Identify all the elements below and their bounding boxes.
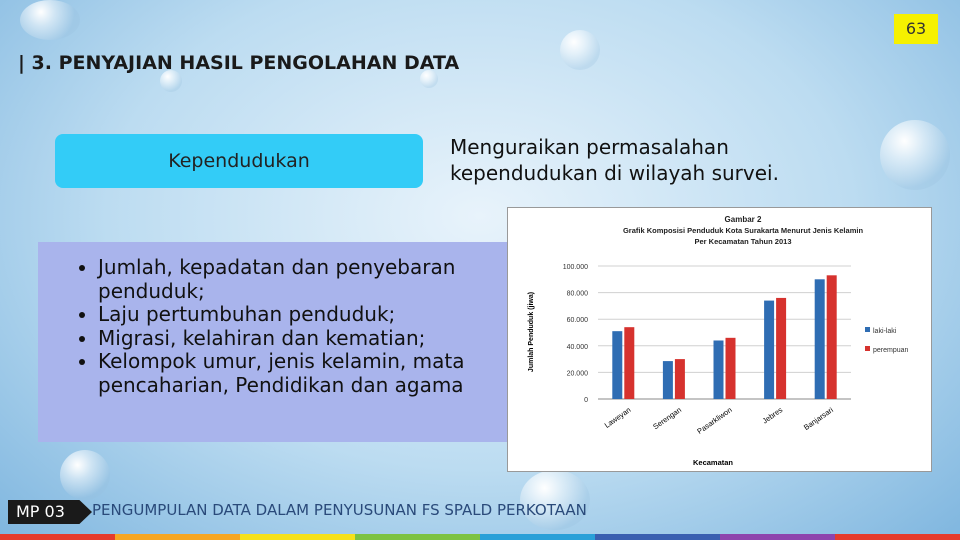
bullet-list: Jumlah, kepadatan dan penyebaran pendudu…: [38, 255, 543, 397]
bar: [612, 331, 623, 399]
topic-label: Kependudukan: [55, 134, 423, 188]
legend-label: laki-laki: [873, 328, 897, 335]
bar: [674, 359, 685, 399]
bullet-item: Jumlah, kepadatan dan penyebaran pendudu…: [98, 255, 543, 303]
x-tick-label: Serengan: [651, 405, 683, 431]
legend-swatch: [865, 346, 870, 351]
x-axis-label: Kecamatan: [693, 458, 733, 467]
y-tick-label: 100.000: [563, 264, 588, 271]
bullet-item: Laju pertumbuhan penduduk;: [98, 302, 543, 327]
bar: [713, 340, 724, 399]
y-tick-label: 20.000: [567, 370, 589, 377]
bar: [814, 279, 825, 399]
y-axis-label: Jumlah Penduduk (jiwa): [528, 292, 535, 372]
footer-text: PENGUMPULAN DATA DALAM PENYUSUNAN FS SPA…: [92, 501, 587, 519]
legend-swatch: [865, 327, 870, 332]
bar: [662, 361, 673, 399]
bar: [624, 327, 635, 399]
topic-description: Menguraikan permasalahan kependudukan di…: [450, 135, 779, 185]
bar: [725, 337, 736, 399]
chart: Gambar 2 Grafik Komposisi Penduduk Kota S…: [528, 215, 909, 467]
x-tick-label: Laweyan: [603, 405, 633, 430]
chart-title: Gambar 2: [725, 215, 762, 224]
y-tick-label: 40.000: [567, 344, 589, 351]
footer-code: MP 03: [8, 500, 92, 524]
bullet-box: Jumlah, kepadatan dan penyebaran pendudu…: [38, 242, 543, 442]
bar: [826, 275, 837, 399]
x-tick-label: Banjarsari: [802, 405, 835, 432]
y-tick-label: 0: [584, 397, 588, 404]
bullet-item: Kelompok umur, jenis kelamin, mata penca…: [98, 349, 543, 397]
slide-title: | 3. PENYAJIAN HASIL PENGOLAHAN DATA: [18, 52, 460, 74]
page-number: 63: [894, 14, 938, 44]
x-tick-label: Jebres: [761, 405, 785, 425]
y-tick-label: 60.000: [567, 317, 589, 324]
chart-image: Gambar 2 Grafik Komposisi Penduduk Kota S…: [507, 207, 932, 472]
chart-title: Per Kecamatan Tahun 2013: [695, 237, 792, 246]
x-tick-label: Pasarkliwon: [695, 405, 733, 436]
chart-title: Grafik Komposisi Penduduk Kota Surakarta…: [623, 226, 863, 235]
y-tick-label: 80.000: [567, 291, 589, 298]
legend-label: perempuan: [873, 347, 909, 354]
bar: [776, 297, 787, 399]
bullet-item: Migrasi, kelahiran dan kematian;: [98, 326, 543, 351]
color-stripe: [0, 534, 960, 540]
bar: [764, 300, 775, 399]
